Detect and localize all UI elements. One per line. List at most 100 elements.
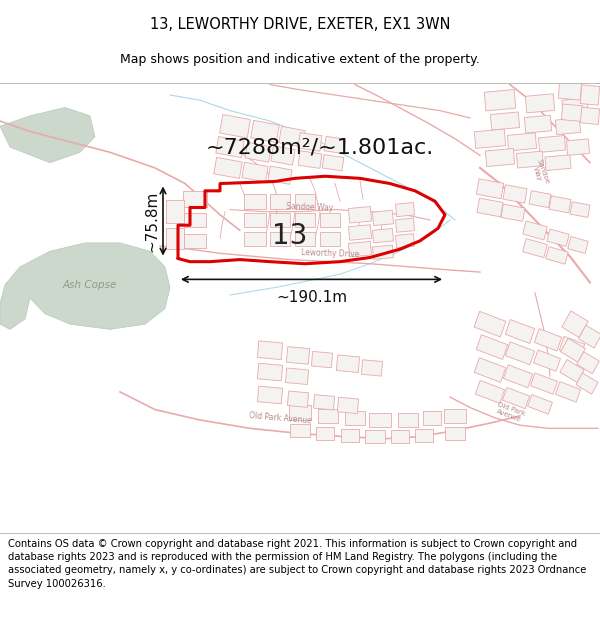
Bar	[501, 204, 525, 221]
Bar	[286, 347, 310, 364]
Bar	[295, 232, 315, 246]
Bar	[257, 386, 283, 404]
Bar	[523, 239, 547, 258]
Bar	[391, 431, 409, 443]
Bar	[313, 394, 335, 410]
Bar	[503, 365, 533, 388]
Bar	[484, 89, 516, 111]
Bar	[341, 429, 359, 442]
Bar	[545, 155, 571, 171]
Bar	[166, 228, 184, 249]
Bar	[295, 194, 315, 209]
Bar	[349, 206, 371, 223]
Bar	[490, 112, 520, 130]
Text: Sandoe
Way: Sandoe Way	[529, 159, 551, 188]
Bar	[508, 133, 536, 151]
Bar	[320, 213, 340, 228]
Bar	[535, 329, 562, 351]
Bar	[214, 158, 242, 179]
Bar	[562, 104, 583, 121]
Text: Ash Copse: Ash Copse	[63, 279, 117, 289]
Bar	[322, 154, 344, 171]
Bar	[524, 115, 551, 133]
Bar	[570, 202, 590, 217]
Bar	[529, 191, 551, 208]
Bar	[395, 202, 415, 217]
Bar	[445, 427, 465, 440]
Bar	[244, 213, 266, 228]
Bar	[373, 210, 394, 226]
Bar	[423, 411, 441, 425]
Bar	[533, 350, 560, 371]
Bar	[559, 336, 585, 358]
Bar	[395, 234, 415, 248]
Bar	[270, 213, 290, 228]
Text: Sandoe Way: Sandoe Way	[286, 202, 334, 213]
Bar	[349, 225, 371, 240]
Text: 13, LEWORTHY DRIVE, EXETER, EX1 3WN: 13, LEWORTHY DRIVE, EXETER, EX1 3WN	[150, 18, 450, 32]
Bar	[474, 311, 506, 337]
Bar	[547, 229, 569, 246]
Bar	[345, 411, 365, 425]
Bar	[251, 121, 279, 142]
Bar	[560, 359, 584, 382]
Bar	[526, 94, 554, 113]
Polygon shape	[0, 107, 95, 162]
Bar	[546, 247, 568, 264]
Bar	[477, 198, 503, 217]
Bar	[295, 213, 315, 228]
Bar	[562, 98, 588, 117]
Bar	[287, 391, 308, 408]
Bar	[365, 431, 385, 443]
Bar	[298, 151, 322, 168]
Bar	[580, 85, 600, 105]
Bar	[538, 136, 566, 152]
Bar	[576, 373, 598, 394]
Bar	[318, 409, 338, 422]
Bar	[271, 146, 295, 165]
Bar	[216, 136, 244, 158]
Bar	[311, 351, 332, 368]
Text: Contains OS data © Crown copyright and database right 2021. This information is : Contains OS data © Crown copyright and d…	[8, 539, 586, 589]
Text: 13: 13	[272, 222, 308, 249]
Bar	[578, 325, 600, 348]
Bar	[444, 409, 466, 423]
Bar	[245, 142, 271, 162]
Bar	[398, 413, 418, 427]
Bar	[337, 355, 359, 372]
Bar	[244, 232, 266, 246]
Bar	[361, 360, 383, 376]
Bar	[298, 132, 322, 151]
Bar	[349, 241, 371, 257]
Bar	[517, 151, 544, 168]
Bar	[244, 194, 266, 209]
Bar	[475, 381, 505, 403]
Bar	[184, 213, 206, 228]
Bar	[549, 196, 571, 213]
Bar	[286, 368, 308, 384]
Bar	[257, 341, 283, 359]
Bar	[485, 149, 515, 166]
Bar	[324, 136, 346, 154]
Bar	[320, 232, 340, 246]
Bar	[527, 394, 553, 414]
Bar	[566, 139, 590, 156]
Bar	[530, 373, 557, 394]
Bar	[523, 221, 547, 240]
Bar	[220, 114, 250, 138]
Bar	[270, 232, 290, 246]
Text: Leworthy Drive: Leworthy Drive	[301, 248, 359, 259]
Bar	[558, 79, 582, 100]
Bar	[395, 218, 415, 232]
Bar	[475, 129, 506, 148]
Bar	[505, 342, 535, 365]
Bar	[257, 363, 283, 381]
Bar	[503, 388, 529, 409]
Bar	[279, 126, 305, 147]
Bar	[577, 352, 599, 374]
Bar	[503, 185, 527, 203]
Bar	[476, 335, 508, 359]
Bar	[369, 412, 391, 428]
Bar	[166, 200, 184, 223]
Bar	[316, 428, 334, 440]
